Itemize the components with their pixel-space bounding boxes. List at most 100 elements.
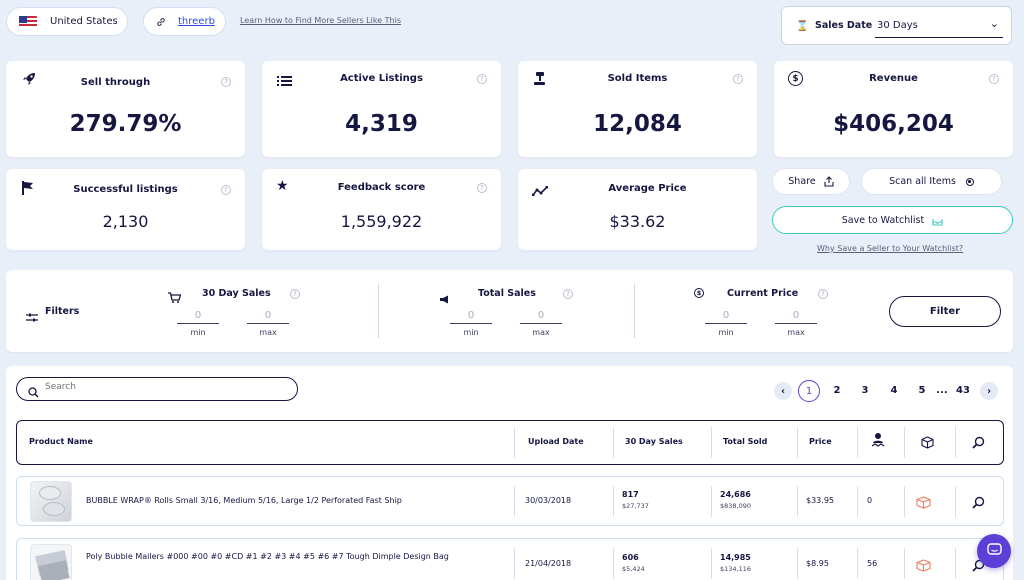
divider xyxy=(514,427,515,458)
price: $8.95 xyxy=(806,559,829,568)
chat-launcher-button[interactable] xyxy=(977,534,1011,568)
divider xyxy=(904,486,905,517)
flag-icon xyxy=(21,180,35,200)
sales-date-label: Sales Date xyxy=(815,20,873,31)
share-button[interactable]: Share xyxy=(772,168,850,195)
help-icon[interactable]: ? xyxy=(818,289,828,299)
help-icon[interactable]: ? xyxy=(563,289,573,299)
why-watchlist-link[interactable]: Why Save a Seller to Your Watchlist? xyxy=(817,244,964,253)
search-field[interactable] xyxy=(16,377,298,401)
upload-date: 21/04/2018 xyxy=(525,559,572,568)
page-1-button[interactable]: 1 xyxy=(798,380,820,402)
stat-card-sell-through: Sell through ? 279.79% xyxy=(6,61,245,157)
min-label: min xyxy=(463,328,479,337)
sales30-count: 817 xyxy=(622,490,639,499)
country-selector[interactable]: United States xyxy=(6,7,128,36)
page-5-button[interactable]: 5 xyxy=(918,385,926,396)
next-page-button[interactable]: › xyxy=(980,382,998,400)
sliders-icon xyxy=(26,307,38,326)
help-icon[interactable]: ? xyxy=(477,183,487,193)
pagination: ‹ 1 2 3 4 5 ... 43 › xyxy=(774,380,1004,402)
help-icon[interactable]: ? xyxy=(290,289,300,299)
scan-all-items-button[interactable]: Scan all Items xyxy=(861,168,1002,195)
help-icon[interactable]: ? xyxy=(477,74,487,84)
dollar-circle-icon: $ xyxy=(694,288,704,298)
help-icon[interactable]: ? xyxy=(221,77,231,87)
divider xyxy=(797,486,798,517)
total-sold-count: 14,985 xyxy=(720,553,751,562)
help-icon[interactable]: ? xyxy=(989,74,999,84)
seller-name-link[interactable]: threerb xyxy=(178,16,215,27)
stat-label: Active Listings xyxy=(340,73,423,84)
seller-link-pill[interactable]: threerb xyxy=(143,7,226,36)
stat-label: Sold Items xyxy=(607,73,668,84)
package-icon[interactable] xyxy=(921,434,934,453)
page-last-button[interactable]: 43 xyxy=(956,385,970,396)
watchlist-label: Save to Watchlist xyxy=(841,214,925,226)
search-input[interactable] xyxy=(45,382,285,392)
page-3-button[interactable]: 3 xyxy=(861,385,869,396)
help-icon[interactable]: ? xyxy=(221,185,231,195)
seller-crowd-icon[interactable] xyxy=(870,432,886,452)
product-name[interactable]: BUBBLE WRAP® Rolls Small 3/16, Medium 5/… xyxy=(86,496,402,505)
page-4-button[interactable]: 4 xyxy=(890,385,898,396)
filter-button[interactable]: Filter xyxy=(889,296,1001,327)
search-zoom-icon[interactable] xyxy=(972,494,985,513)
sales-date-select[interactable]: 30 Days ⌄ xyxy=(875,16,1003,38)
total-sold-count: 24,686 xyxy=(720,490,751,499)
link-icon xyxy=(155,16,167,28)
divider xyxy=(797,427,798,458)
product-thumbnail xyxy=(30,481,72,522)
header-30-day-sales[interactable]: 30 Day Sales xyxy=(625,437,683,446)
save-to-watchlist-button[interactable]: Save to Watchlist xyxy=(772,206,1013,234)
filter-group-label: Total Sales xyxy=(478,288,536,299)
sales-date-selector[interactable]: ⌛ Sales Date 30 Days ⌄ xyxy=(781,6,1012,45)
package-icon[interactable] xyxy=(916,494,931,513)
stat-value: $406,204 xyxy=(833,111,954,137)
divider xyxy=(514,548,515,579)
stat-value: 12,084 xyxy=(593,111,682,137)
sales30-min-input[interactable]: 0 xyxy=(177,310,219,324)
price: $33.95 xyxy=(806,496,834,505)
scan-label: Scan all Items xyxy=(889,176,956,187)
current-price-min-input[interactable]: 0 xyxy=(705,310,747,324)
package-icon[interactable] xyxy=(916,557,931,576)
table-row[interactable]: BUBBLE WRAP® Rolls Small 3/16, Medium 5/… xyxy=(16,476,1004,526)
divider xyxy=(797,548,798,579)
stat-value: $33.62 xyxy=(609,212,666,231)
learn-more-link[interactable]: Learn How to Find More Sellers Like This xyxy=(240,16,401,25)
table-header: Product Name Upload Date 30 Day Sales To… xyxy=(16,420,1004,465)
help-icon[interactable]: ? xyxy=(733,74,743,84)
table-row[interactable]: Poly Bubble Mailers #000 #00 #0 #CD #1 #… xyxy=(16,538,1004,580)
header-product-name[interactable]: Product Name xyxy=(29,437,93,446)
header-upload-date[interactable]: Upload Date xyxy=(528,437,584,446)
min-label: min xyxy=(190,328,206,337)
sales30-revenue: $5,424 xyxy=(622,565,645,573)
page-2-button[interactable]: 2 xyxy=(833,385,841,396)
search-icon xyxy=(28,383,39,402)
max-label: max xyxy=(532,328,550,337)
max-label: max xyxy=(259,328,277,337)
divider xyxy=(857,486,858,517)
filters-label: Filters xyxy=(45,306,80,317)
divider xyxy=(613,548,614,579)
total-sales-max-input[interactable]: 0 xyxy=(520,310,562,324)
stat-card-active-listings: Active Listings ? 4,319 xyxy=(262,61,501,157)
divider xyxy=(613,427,614,458)
stat-label: Revenue xyxy=(869,73,918,84)
gavel-icon xyxy=(533,71,548,90)
search-zoom-icon[interactable] xyxy=(972,434,985,453)
sales30-max-input[interactable]: 0 xyxy=(247,310,289,324)
filter-group-label: Current Price xyxy=(727,288,799,299)
prev-page-button[interactable]: ‹ xyxy=(774,382,792,400)
divider xyxy=(711,486,712,517)
header-price[interactable]: Price xyxy=(809,437,832,446)
header-total-sold[interactable]: Total Sold xyxy=(723,437,768,446)
current-price-max-input[interactable]: 0 xyxy=(775,310,817,324)
divider xyxy=(857,548,858,579)
divider xyxy=(857,427,858,458)
hourglass-icon: ⌛ xyxy=(796,21,809,32)
total-sales-min-input[interactable]: 0 xyxy=(450,310,492,324)
product-name[interactable]: Poly Bubble Mailers #000 #00 #0 #CD #1 #… xyxy=(86,552,449,561)
stat-card-successful-listings: Successful listings ? 2,130 xyxy=(6,169,245,250)
